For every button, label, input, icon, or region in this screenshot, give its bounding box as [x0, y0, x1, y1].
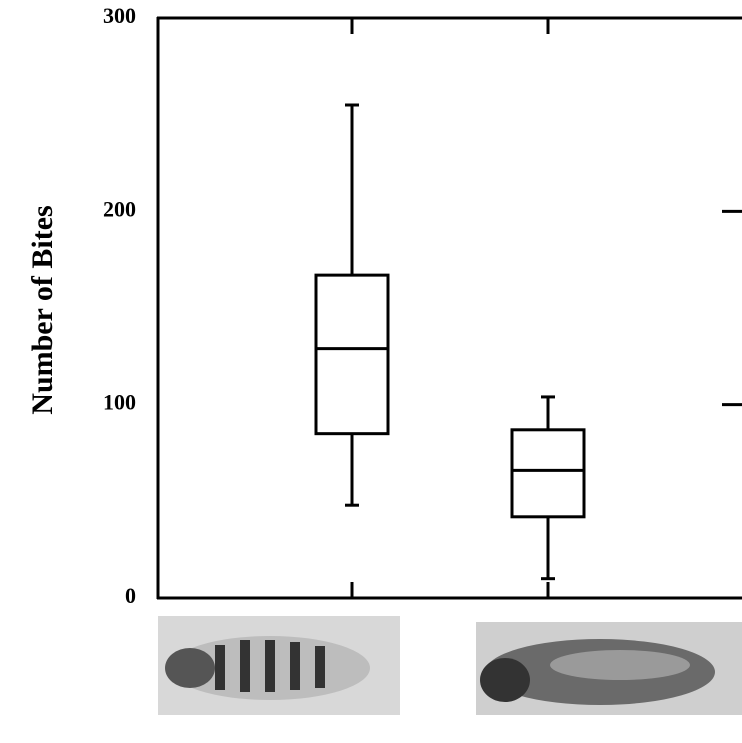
y-axis-label: Number of Bites: [26, 205, 59, 414]
fish-head: [165, 648, 215, 688]
y-tick-label: 100: [103, 390, 136, 415]
fish-photo: [158, 616, 400, 715]
fish-marking: [550, 650, 690, 680]
fish-stripes: [215, 640, 325, 692]
y-tick-label: 300: [103, 3, 136, 28]
box: [510, 428, 586, 519]
y-tick-label: 200: [103, 196, 136, 221]
axis-frame: [156, 16, 742, 600]
y-tick-label: 0: [125, 583, 136, 608]
fish-photo: [476, 622, 742, 715]
box: [314, 273, 390, 436]
fish-head: [480, 658, 530, 702]
